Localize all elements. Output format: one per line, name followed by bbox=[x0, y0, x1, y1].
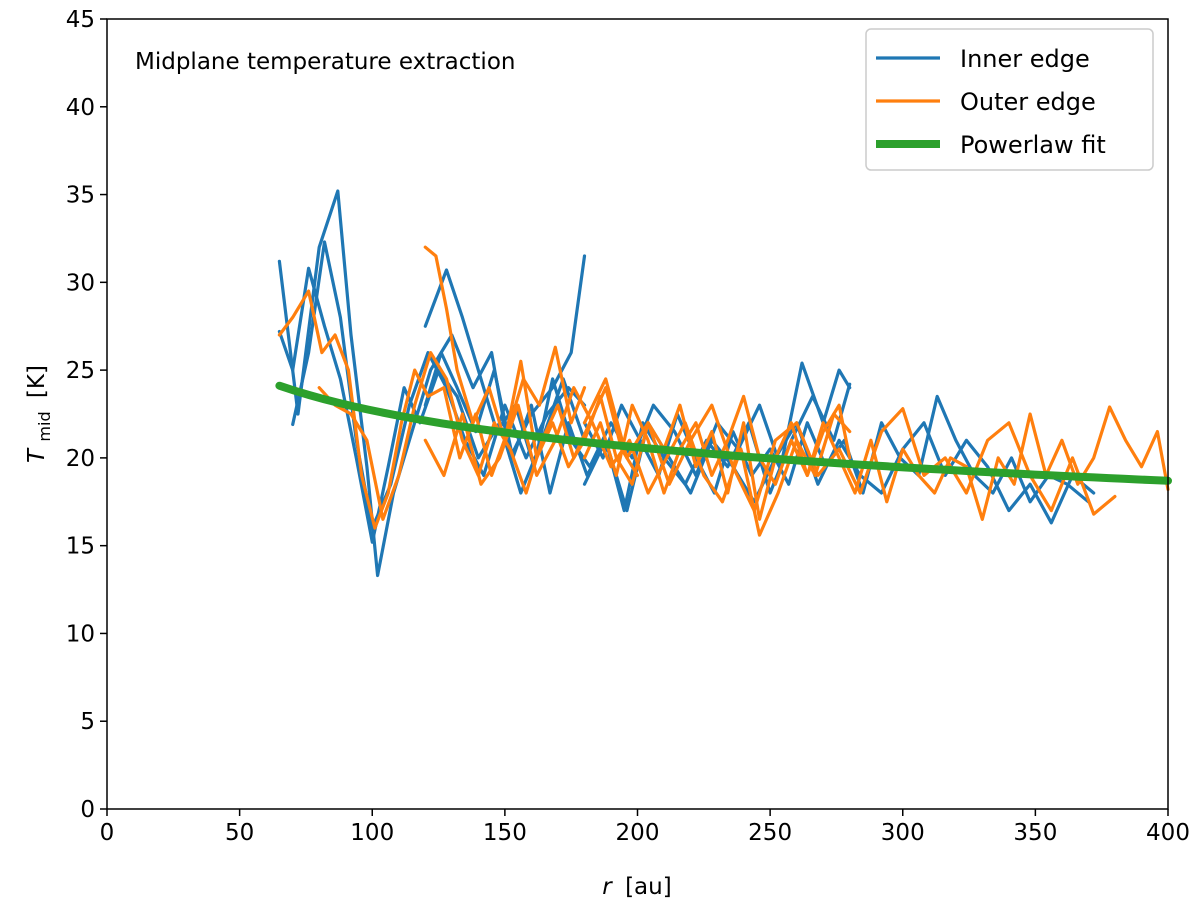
legend-entries: Inner edge Outer edge Powerlaw fit bbox=[876, 45, 1106, 159]
series-line-outer-11 bbox=[582, 377, 1117, 516]
y-axis-unit: [K] bbox=[24, 365, 50, 398]
x-tick-label: 250 bbox=[748, 820, 792, 846]
x-axis-label: r [au] bbox=[602, 874, 671, 900]
y-tick-label: 40 bbox=[66, 95, 95, 121]
annotation-text: Midplane temperature extraction bbox=[135, 49, 515, 75]
x-axis-symbol: r bbox=[602, 874, 613, 900]
series-line-inner-2 bbox=[291, 240, 587, 530]
legend: Inner edge Outer edge Powerlaw fit bbox=[865, 28, 1154, 171]
y-tick-label: 30 bbox=[66, 270, 95, 296]
powerlaw-fit-line bbox=[275, 381, 1172, 485]
y-axis: 0 5 10 15 20 25 30 35 40 45 bbox=[66, 7, 107, 823]
x-tick-label: 400 bbox=[1146, 820, 1190, 846]
y-tick-label: 5 bbox=[80, 709, 95, 735]
x-tick-label: 150 bbox=[483, 820, 527, 846]
y-axis-symbol: T bbox=[24, 447, 50, 463]
fit-line-group bbox=[275, 381, 1172, 485]
y-axis-label: T mid [K] bbox=[24, 365, 56, 463]
x-tick-label: 50 bbox=[225, 820, 254, 846]
x-tick-label: 200 bbox=[616, 820, 660, 846]
series-line-outer-9 bbox=[423, 245, 852, 521]
svg-text:r [au]: r [au] bbox=[602, 874, 671, 900]
series-line-inner-0 bbox=[277, 189, 587, 578]
series-line-inner-5 bbox=[582, 421, 1096, 525]
x-tick-label: 300 bbox=[881, 820, 925, 846]
svg-text:T mid [K]: T mid [K] bbox=[24, 365, 56, 463]
data-lines bbox=[277, 189, 1170, 578]
legend-label-1: Outer edge bbox=[960, 88, 1096, 116]
y-tick-label: 0 bbox=[80, 797, 95, 823]
x-axis-unit: [au] bbox=[625, 874, 672, 900]
legend-label-0: Inner edge bbox=[960, 45, 1090, 73]
y-tick-label: 35 bbox=[66, 183, 95, 209]
legend-label-2: Powerlaw fit bbox=[960, 131, 1106, 159]
y-tick-label: 10 bbox=[66, 621, 95, 647]
x-tick-label: 100 bbox=[350, 820, 394, 846]
x-axis: 0 50 100 150 200 250 300 350 400 bbox=[100, 809, 1190, 846]
y-tick-label: 25 bbox=[66, 358, 95, 384]
series-line-outer-10 bbox=[423, 386, 852, 537]
legend-frame bbox=[865, 28, 1154, 171]
series-line-outer-12 bbox=[582, 394, 1170, 521]
y-tick-label: 45 bbox=[66, 7, 95, 33]
y-axis-subscript: mid bbox=[35, 411, 54, 441]
x-tick-label: 350 bbox=[1013, 820, 1057, 846]
x-tick-label: 0 bbox=[100, 820, 115, 846]
y-tick-label: 20 bbox=[66, 446, 95, 472]
y-tick-label: 15 bbox=[66, 534, 95, 560]
